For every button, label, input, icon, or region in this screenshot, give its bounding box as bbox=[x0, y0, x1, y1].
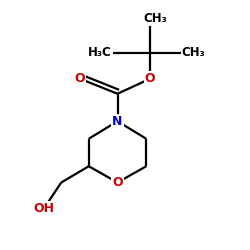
Text: O: O bbox=[75, 72, 85, 85]
Text: OH: OH bbox=[33, 202, 54, 215]
Text: CH₃: CH₃ bbox=[182, 46, 206, 59]
Text: O: O bbox=[112, 176, 123, 189]
Text: H₃C: H₃C bbox=[88, 46, 112, 59]
Text: N: N bbox=[112, 115, 123, 128]
Text: CH₃: CH₃ bbox=[143, 12, 167, 25]
Text: O: O bbox=[145, 72, 155, 85]
